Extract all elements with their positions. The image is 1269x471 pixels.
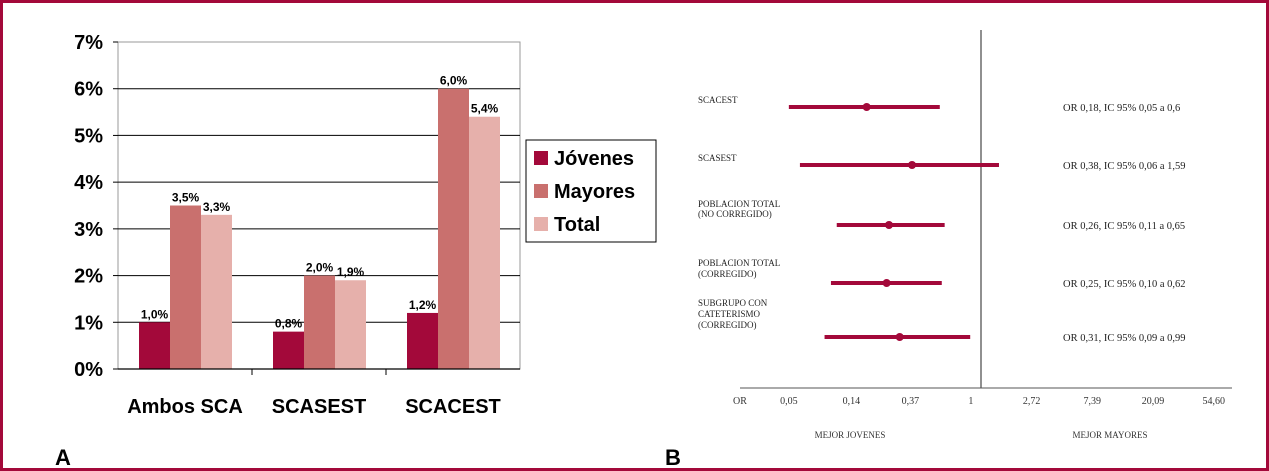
bar-value-label: 2,0%: [306, 261, 334, 275]
forest-x-tick-label: 54,60: [1203, 396, 1226, 407]
bar: [170, 205, 201, 369]
y-tick-label: 4%: [74, 172, 103, 194]
forest-row-estimate-text: OR 0,18, IC 95% 0,05 a 0,6: [1063, 103, 1180, 114]
forest-plot-panel-b: SCACEST OR 0,18, IC 95% 0,05 a 0,6 SCASEST…: [665, 30, 1232, 470]
y-tick-label: 3%: [74, 219, 103, 241]
bar: [304, 275, 335, 369]
forest-rows: SCACEST OR 0,18, IC 95% 0,05 a 0,6 SCASEST…: [698, 95, 1186, 344]
legend-label: Jóvenes: [554, 148, 634, 170]
x-category-label: SCASEST: [272, 396, 366, 418]
odds-ratio-point: [862, 103, 871, 111]
panel-a-label: A: [55, 445, 71, 470]
forest-right-caption: MEJOR MAYORES: [1073, 430, 1148, 440]
legend-swatch: [534, 151, 548, 165]
x-category-label: Ambos SCA: [127, 396, 243, 418]
forest-row-label: (CORREGIDO): [698, 269, 757, 279]
bar-value-label: 5,4%: [471, 102, 499, 116]
forest-x-ticks: 0,05 0,14 0,37 1 2,72 7,39 20,09 54,60: [780, 396, 1225, 407]
forest-x-tick-label: 20,09: [1142, 396, 1165, 407]
legend-label: Total: [554, 214, 600, 236]
bar: [438, 88, 469, 369]
forest-row-label: (CORREGIDO): [698, 320, 757, 330]
forest-row-label: POBLACION TOTAL: [698, 199, 780, 209]
bar: [139, 322, 170, 369]
bar-chart-y-ticks: 0% 1% 2% 3% 4% 5% 6% 7%: [74, 32, 520, 381]
forest-row-label: (NO CORREGIDO): [698, 209, 772, 219]
bar-chart-legend: Jóvenes Mayores Total: [525, 139, 657, 243]
bar: [469, 116, 500, 369]
bar: [201, 214, 232, 369]
bar-value-label: 1,0%: [141, 307, 169, 321]
legend-label: Mayores: [554, 181, 635, 203]
forest-row-estimate-text: OR 0,25, IC 95% 0,10 a 0,62: [1063, 279, 1186, 290]
bar-chart-x-categories: Ambos SCA SCASEST SCACEST: [127, 369, 501, 418]
odds-ratio-point: [884, 221, 893, 229]
forest-x-tick-label: 2,72: [1023, 396, 1041, 407]
y-tick-label: 5%: [74, 125, 103, 147]
bar-value-label: 3,5%: [172, 191, 200, 205]
bar-value-label: 1,9%: [337, 265, 365, 279]
y-tick-label: 2%: [74, 266, 103, 288]
odds-ratio-point: [895, 333, 904, 341]
bar-value-label: 3,3%: [203, 200, 231, 214]
forest-row-estimate-text: OR 0,31, IC 95% 0,09 a 0,99: [1063, 333, 1186, 344]
forest-axis-prefix: OR: [733, 396, 747, 407]
forest-left-caption: MEJOR JOVENES: [815, 430, 886, 440]
forest-x-tick-label: 7,39: [1084, 396, 1102, 407]
forest-row-label: SUBGRUPO CON: [698, 298, 768, 308]
odds-ratio-point: [882, 279, 891, 287]
forest-row-estimate-text: OR 0,26, IC 95% 0,11 a 0,65: [1063, 221, 1185, 232]
panel-b-label: B: [665, 445, 681, 470]
bar-value-label: 0,8%: [275, 317, 303, 331]
forest-row-estimate-text: OR 0,38, IC 95% 0,06 a 1,59: [1063, 161, 1186, 172]
legend-swatch: [534, 217, 548, 231]
y-tick-label: 0%: [74, 359, 103, 381]
y-tick-label: 7%: [74, 32, 103, 54]
y-tick-label: 1%: [74, 312, 103, 334]
forest-x-tick-label: 1: [968, 396, 973, 407]
odds-ratio-point: [908, 161, 917, 169]
bar: [273, 331, 304, 369]
forest-row-label: POBLACION TOTAL: [698, 258, 780, 268]
bar-value-label: 6,0%: [440, 74, 468, 88]
bar-value-label: 1,2%: [409, 298, 437, 312]
forest-row-label: SCASEST: [698, 153, 737, 163]
x-category-label: SCACEST: [405, 396, 501, 418]
forest-row-label: SCACEST: [698, 95, 738, 105]
bar-chart-panel-a: 1,0% 3,5%3,3% 0,8% 2,0% 1,9% 1,2% 6,0%5,4% 0% 1…: [55, 32, 657, 470]
bar: [407, 312, 438, 369]
bar-chart-bars: 1,0% 3,5%3,3% 0,8% 2,0% 1,9% 1,2% 6,0%5,4%: [139, 74, 500, 369]
forest-x-tick-label: 0,37: [902, 396, 920, 407]
bar: [335, 280, 366, 369]
forest-x-tick-label: 0,14: [843, 396, 861, 407]
y-tick-label: 6%: [74, 79, 103, 101]
legend-swatch: [534, 184, 548, 198]
forest-row-label: CATETERISMO: [698, 309, 761, 319]
forest-x-tick-label: 0,05: [780, 396, 798, 407]
